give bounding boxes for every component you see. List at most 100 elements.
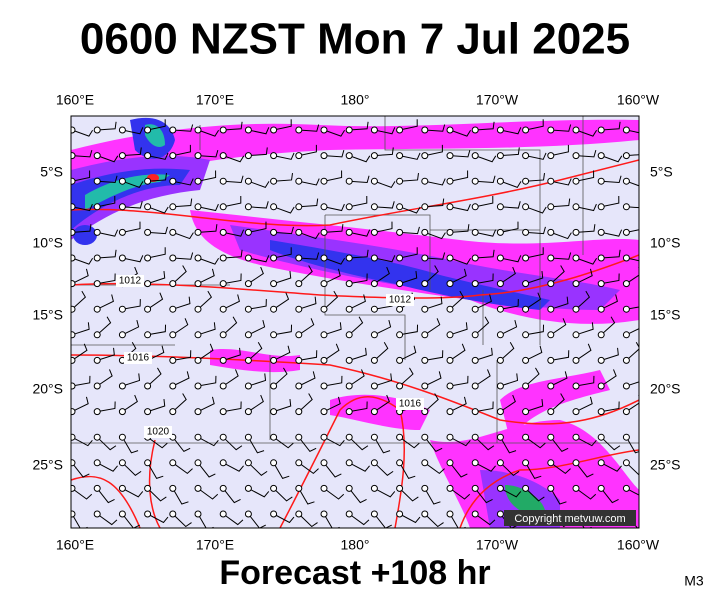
wind-barb: [601, 249, 621, 259]
wind-barb: [449, 322, 468, 336]
wind-barb: [323, 149, 345, 158]
station: [471, 484, 479, 492]
wind-barb: [475, 249, 495, 259]
map-frame: [70, 115, 640, 529]
wind-barb: [449, 375, 469, 387]
wind-barb: [223, 196, 242, 208]
station: [71, 228, 76, 236]
station: [471, 305, 479, 313]
wind-barb: [71, 513, 88, 528]
wind-barb: [525, 488, 545, 502]
wind-barb: [500, 394, 516, 413]
station: [421, 228, 429, 236]
wind-barb: [323, 462, 342, 478]
wind-barb: [248, 394, 264, 413]
wind-barb: [197, 290, 213, 310]
station: [421, 510, 429, 518]
station: [396, 459, 404, 467]
station: [446, 459, 454, 467]
station: [496, 203, 504, 211]
station: [93, 305, 101, 313]
wind-barb: [475, 273, 494, 285]
station: [370, 305, 378, 313]
station: [244, 408, 252, 416]
wind-barb: [474, 488, 493, 504]
station: [219, 408, 227, 416]
station: [219, 382, 227, 390]
wind-barb: [96, 488, 115, 504]
wind-barb: [374, 266, 390, 285]
wind-barb: [525, 152, 547, 160]
wind-barb: [71, 129, 94, 137]
station: [93, 356, 101, 364]
wind-barb: [298, 144, 317, 157]
station: [71, 484, 76, 492]
wind-barb: [374, 180, 396, 188]
wind-barb: [348, 462, 370, 472]
wind-barb: [298, 436, 317, 453]
station: [421, 126, 429, 134]
station: [93, 459, 101, 467]
wind-barb: [97, 229, 119, 237]
wind-barb: [222, 369, 239, 387]
station: [270, 433, 278, 441]
precip: [71, 117, 639, 528]
station: [345, 305, 353, 313]
station: [370, 433, 378, 441]
station: [71, 203, 76, 211]
station: [320, 382, 328, 390]
wind-barb: [500, 221, 519, 233]
station: [270, 228, 278, 236]
wind-barb: [626, 487, 639, 496]
station: [421, 305, 429, 313]
station: [547, 228, 555, 236]
station: [144, 126, 152, 134]
wind-barb: [122, 394, 138, 413]
wind-barb: [525, 462, 542, 479]
wind-barb: [273, 436, 294, 449]
station: [572, 152, 580, 160]
wind-barb: [172, 513, 192, 528]
station: [219, 254, 227, 262]
wind-barb: [197, 462, 216, 478]
station: [547, 305, 555, 313]
station: [572, 433, 580, 441]
wind-barb: [97, 273, 116, 285]
wind-barb: [500, 487, 522, 498]
wind-barb: [323, 203, 345, 212]
station: [144, 280, 152, 288]
station: [522, 305, 530, 313]
wind-barb: [424, 252, 446, 260]
lat-label-right: 15°S: [650, 307, 681, 323]
wind-barb: [575, 487, 597, 500]
station: [572, 126, 580, 134]
lon-label-bottom: 180°: [341, 537, 370, 553]
wind-barb: [197, 513, 214, 528]
station: [522, 433, 530, 441]
wind-barb: [424, 124, 446, 132]
station: [396, 331, 404, 339]
lon-label-bottom: 170°W: [476, 537, 519, 553]
wind-barb: [71, 462, 90, 478]
station: [471, 203, 479, 211]
station: [622, 203, 630, 211]
wind-barb: [500, 462, 520, 476]
station: [496, 152, 504, 160]
station: [270, 280, 278, 288]
wind-barb: [172, 371, 190, 387]
wind-barb: [273, 172, 293, 182]
wind-barb: [71, 170, 91, 182]
wind-barb: [71, 487, 93, 500]
station: [244, 305, 252, 313]
station: [547, 177, 555, 185]
wind-barb: [348, 316, 364, 336]
station: [572, 228, 580, 236]
wind-barb: [626, 381, 639, 387]
station: [169, 356, 177, 364]
wind-barb: [525, 292, 542, 310]
wind-barb: [172, 462, 193, 475]
isobar-label-box: [396, 398, 424, 410]
station: [496, 126, 504, 134]
wind-barb: [223, 249, 243, 259]
wind-barb: [475, 121, 495, 131]
